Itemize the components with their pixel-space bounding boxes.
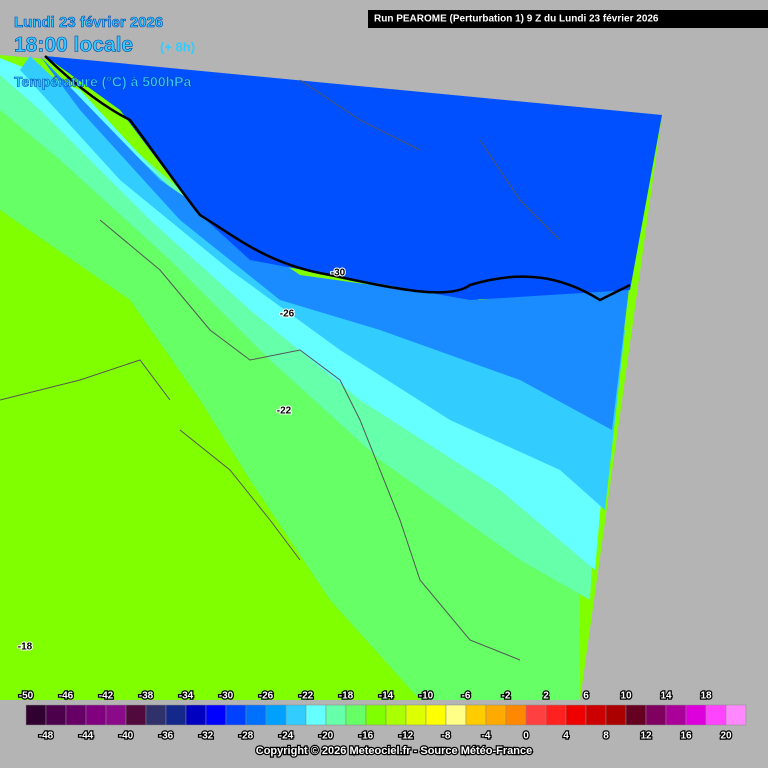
colorbar-label: 18	[700, 691, 712, 702]
colorbar: -50-48-46-44-42-40-38-36-34-32-30-28-26-…	[18, 689, 747, 743]
colorbar-label: -20	[319, 731, 334, 742]
colorbar-label: -36	[159, 731, 174, 742]
colorbar-label: -10	[419, 691, 434, 702]
offset: (+ 8h)	[160, 39, 195, 54]
colorbar-cell	[45, 704, 67, 726]
colorbar-cell	[665, 704, 687, 726]
colorbar-label: 2	[543, 691, 549, 702]
time: 18:00 locale	[14, 34, 133, 57]
colorbar-label: -4	[482, 731, 491, 742]
colorbar-cell	[685, 704, 707, 726]
colorbar-label: 8	[603, 731, 609, 742]
colorbar-label: -8	[442, 731, 451, 742]
contour-label: -26	[280, 309, 295, 320]
colorbar-label: -2	[502, 691, 511, 702]
colorbar-label: -34	[179, 691, 194, 702]
colorbar-label: -30	[219, 691, 234, 702]
run-label: Run PEAROME (Perturbation 1) 9 Z du Lund…	[374, 14, 659, 25]
copyright: Copyright © 2026 Meteociel.fr - Source M…	[256, 745, 532, 757]
colorbar-cell	[265, 704, 287, 726]
colorbar-cell	[165, 704, 187, 726]
contour-label: -18	[18, 642, 33, 653]
colorbar-label: -50	[19, 691, 34, 702]
contour-label: -22	[277, 406, 292, 417]
colorbar-label: -28	[239, 731, 254, 742]
colorbar-label: -26	[259, 691, 274, 702]
colorbar-label: -16	[359, 731, 374, 742]
colorbar-cell	[145, 704, 167, 726]
colorbar-cell	[85, 704, 107, 726]
colorbar-cell	[245, 704, 267, 726]
colorbar-label: -24	[279, 731, 294, 742]
contour-line	[44, 55, 631, 302]
colorbar-cell	[625, 704, 647, 726]
colorbar-label: 12	[640, 731, 652, 742]
date: Lundi 23 février 2026	[14, 14, 163, 31]
colorbar-cell	[645, 704, 667, 726]
run-box	[368, 10, 768, 28]
colorbar-label: -14	[379, 691, 394, 702]
colorbar-cell	[405, 704, 427, 726]
colorbar-label: 14	[660, 691, 672, 702]
colorbar-cell	[725, 704, 747, 726]
colorbar-cell	[345, 704, 367, 726]
colorbar-cell	[425, 704, 447, 726]
colorbar-label: -46	[59, 691, 74, 702]
colorbar-cell	[525, 704, 547, 726]
colorbar-label: -18	[339, 691, 354, 702]
colorbar-label: 10	[620, 691, 632, 702]
colorbar-cell	[385, 704, 407, 726]
colorbar-cell	[325, 704, 347, 726]
colorbar-label: -40	[119, 731, 134, 742]
colorbar-cell	[285, 704, 307, 726]
colorbar-cell	[585, 704, 607, 726]
colorbar-cell	[565, 704, 587, 726]
colorbar-cell	[25, 704, 47, 726]
contour-label: -30	[331, 268, 346, 279]
colorbar-label: -12	[399, 731, 414, 742]
colorbar-label: -22	[299, 691, 314, 702]
colorbar-label: -42	[99, 691, 114, 702]
colorbar-label: 4	[563, 731, 569, 742]
colorbar-cell	[445, 704, 467, 726]
colorbar-label: -6	[462, 691, 471, 702]
colorbar-cell	[605, 704, 627, 726]
field-name: Température (°C) à 500hPa	[14, 74, 192, 90]
borders	[0, 79, 561, 661]
colorbar-cell	[305, 704, 327, 726]
colorbar-label: 0	[523, 731, 529, 742]
colorbar-cell	[705, 704, 727, 726]
colorbar-cell	[125, 704, 147, 726]
colorbar-label: 16	[680, 731, 692, 742]
colorbar-cell	[185, 704, 207, 726]
colorbar-label: -44	[79, 731, 94, 742]
colorbar-label: 20	[720, 731, 732, 742]
colorbar-label: -38	[139, 691, 154, 702]
colorbar-label: 6	[583, 691, 589, 702]
colorbar-cell	[485, 704, 507, 726]
colorbar-cell	[505, 704, 527, 726]
colorbar-cell	[105, 704, 127, 726]
temperature-field	[0, 55, 662, 700]
colorbar-cell	[545, 704, 567, 726]
colorbar-cell	[365, 704, 387, 726]
colorbar-label: -48	[39, 731, 54, 742]
colorbar-cell	[225, 704, 247, 726]
colorbar-cell	[205, 704, 227, 726]
colorbar-cell	[65, 704, 87, 726]
colorbar-label: -32	[199, 731, 214, 742]
colorbar-cell	[465, 704, 487, 726]
